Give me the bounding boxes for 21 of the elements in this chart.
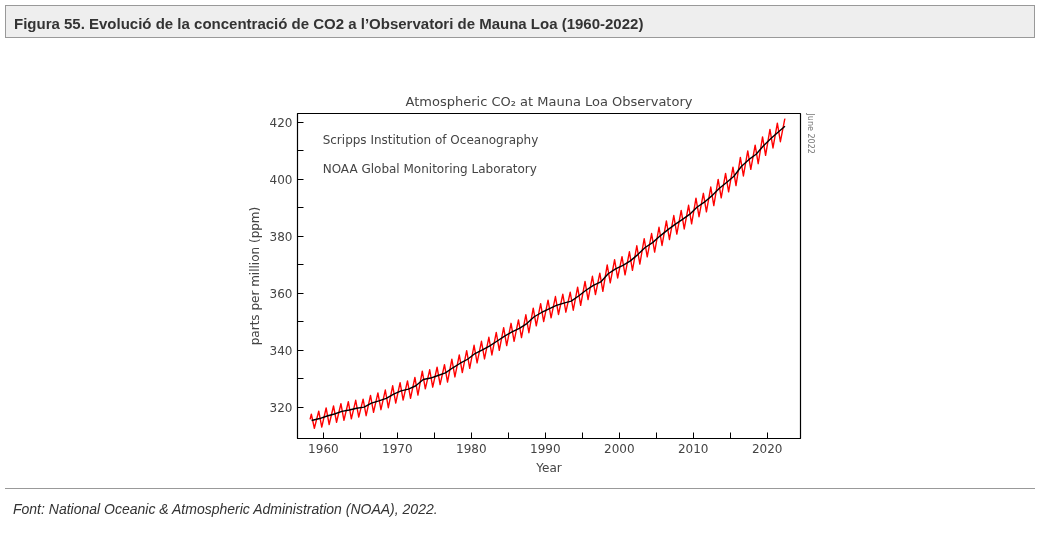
x-tick-label: 2000 [604, 441, 635, 456]
y-axis-title: parts per million (ppm) [247, 206, 262, 346]
chart-subtitle: Atmospheric CO₂ at Mauna Loa Observatory [405, 93, 693, 109]
annotation: Scripps Institution of Oceanography [322, 132, 539, 147]
chart-title: Figura 55. Evolució de la concentració de CO2 a l’Observatori de Mauna Loa (1960-2022) [14, 14, 644, 34]
x-tick-label: 1990 [530, 441, 561, 456]
x-tick-label: 2010 [677, 441, 709, 456]
text: Font: National Oceanic & Atmospheric Administration (NOAA), 2022. [13, 500, 438, 519]
text: June 2022 [805, 112, 815, 154]
y-tick-label: 400 [269, 172, 293, 187]
x-tick-label: 1960 [308, 441, 339, 456]
y-tick-label: 420 [269, 115, 293, 130]
x-tick-label: 1970 [382, 441, 413, 456]
x-tick-label: 2020 [751, 441, 783, 456]
x-tick-label: 1980 [456, 441, 487, 456]
x-axis-title: Year [535, 460, 562, 475]
y-tick-label: 320 [269, 400, 293, 415]
y-tick-label: 340 [269, 343, 293, 358]
y-tick-label: 360 [269, 286, 293, 301]
annotation: NOAA Global Monitoring Laboratory [322, 161, 537, 176]
y-tick-label: 380 [269, 229, 293, 244]
